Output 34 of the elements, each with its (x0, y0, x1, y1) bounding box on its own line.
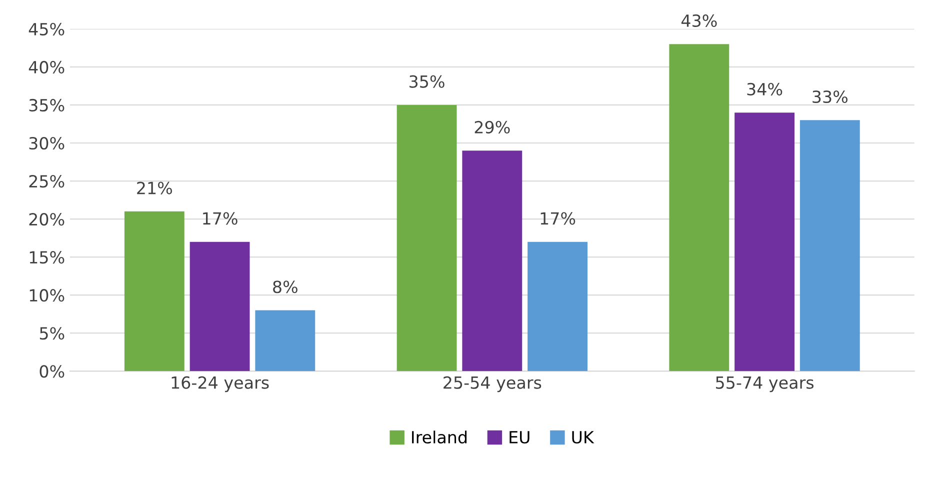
bar (669, 44, 730, 372)
legend-label: Ireland (412, 430, 467, 444)
bar (396, 104, 457, 372)
x-tick-label: 55-74 years (716, 376, 814, 392)
y-tick-label: 20% (29, 213, 64, 226)
x-tick-label: 25-54 years (444, 376, 542, 392)
y-tick-label: 15% (30, 251, 64, 264)
bar (800, 120, 860, 372)
y-tick-label: 10% (30, 289, 64, 302)
y-tick-label: 5% (40, 327, 64, 340)
data-label: 17% (540, 212, 576, 225)
y-tick-label: 25% (29, 174, 64, 188)
bar (124, 211, 184, 372)
y-tick-label: 45% (28, 22, 64, 36)
legend-label: EU (510, 431, 530, 444)
y-tick-label: 40% (28, 60, 64, 74)
bar (462, 150, 522, 372)
data-label: 17% (203, 212, 238, 225)
data-label: 35% (410, 75, 444, 88)
data-label: 29% (474, 120, 510, 134)
y-tick-label: 30% (29, 136, 64, 150)
x-tick-label: 16-24 years (172, 376, 269, 392)
bar (255, 310, 316, 372)
data-label: 33% (812, 90, 848, 104)
y-tick-label: 0% (40, 365, 64, 378)
bar (528, 242, 588, 372)
bar (190, 242, 250, 372)
data-label: 34% (747, 82, 782, 96)
data-label: 21% (137, 182, 172, 194)
data-label: 8% (273, 280, 298, 294)
y-tick-label: 35% (29, 98, 64, 112)
data-label: 43% (681, 14, 717, 28)
legend-label: UK (572, 431, 594, 444)
bar (734, 112, 794, 372)
